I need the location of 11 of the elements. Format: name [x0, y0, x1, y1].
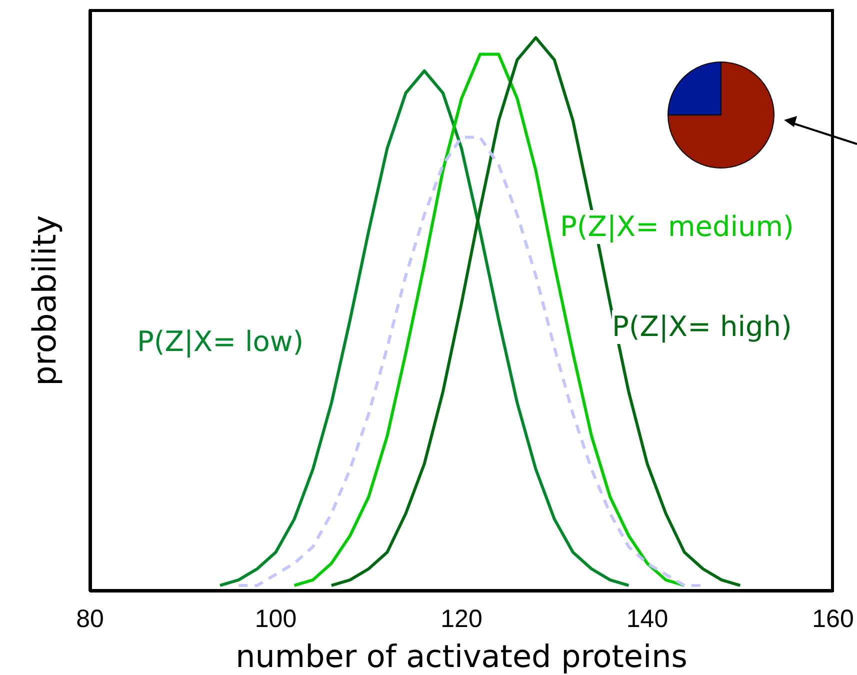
- x-tick-label: 80: [76, 604, 104, 633]
- y-axis-title: probability: [25, 215, 64, 386]
- series-label: P(Z|X= high): [612, 310, 792, 344]
- x-axis-title: number of activated proteins: [236, 639, 688, 675]
- pie-slice: [668, 62, 774, 168]
- x-tick-label: 160: [812, 604, 854, 633]
- x-tick-label: 100: [254, 604, 297, 633]
- series-label: P(Z|X= low): [137, 325, 304, 359]
- series-label: P(Z|X= medium): [560, 210, 794, 244]
- x-tick-label: 120: [440, 604, 482, 633]
- x-tick-label: 140: [626, 604, 668, 633]
